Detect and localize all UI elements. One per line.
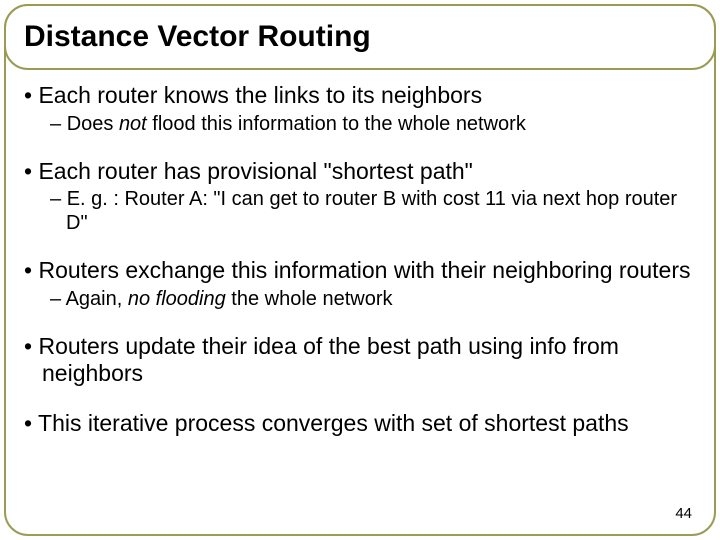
page-number: 44 xyxy=(675,505,692,522)
bullet-4: Routers update their idea of the best pa… xyxy=(24,333,696,388)
bullet-3: Routers exchange this information with t… xyxy=(24,257,696,285)
bullet-1-sub-1: Does not flood this information to the w… xyxy=(24,112,696,136)
text-fragment: Again, xyxy=(66,288,128,310)
spacer xyxy=(24,390,696,410)
slide-title: Distance Vector Routing xyxy=(24,20,371,54)
bullet-1: Each router knows the links to its neigh… xyxy=(24,82,696,110)
text-fragment: flood this information to the whole netw… xyxy=(147,113,526,135)
bullet-2: Each router has provisional "shortest pa… xyxy=(24,158,696,186)
bullet-2-sub-1: E. g. : Router A: "I can get to router B… xyxy=(24,187,696,235)
spacer xyxy=(24,138,696,158)
bullet-5: This iterative process converges with se… xyxy=(24,410,696,438)
text-fragment: the whole network xyxy=(226,288,393,310)
slide-body: Each router knows the links to its neigh… xyxy=(24,82,696,440)
spacer xyxy=(24,313,696,333)
title-container: Distance Vector Routing xyxy=(4,4,716,70)
text-emphasis: not xyxy=(119,113,147,135)
text-fragment: Does xyxy=(67,113,119,135)
bullet-3-sub-1: Again, no flooding the whole network xyxy=(24,287,696,311)
spacer xyxy=(24,237,696,257)
text-emphasis: no flooding xyxy=(128,288,226,310)
